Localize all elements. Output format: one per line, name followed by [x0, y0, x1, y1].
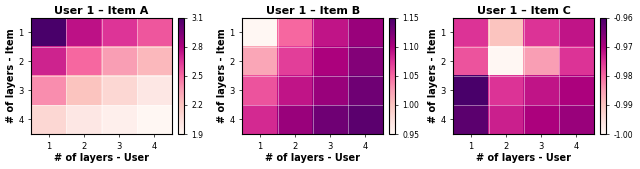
Title: User 1 – Item A: User 1 – Item A: [54, 6, 149, 16]
Title: User 1 – Item C: User 1 – Item C: [477, 6, 571, 16]
X-axis label: # of layers - User: # of layers - User: [476, 153, 571, 163]
Y-axis label: # of layers - Item: # of layers - Item: [216, 29, 227, 123]
Y-axis label: # of layers - Item: # of layers - Item: [6, 29, 15, 123]
Title: User 1 – Item B: User 1 – Item B: [266, 6, 360, 16]
X-axis label: # of layers - User: # of layers - User: [265, 153, 360, 163]
Y-axis label: # of layers - Item: # of layers - Item: [428, 29, 438, 123]
X-axis label: # of layers - User: # of layers - User: [54, 153, 149, 163]
